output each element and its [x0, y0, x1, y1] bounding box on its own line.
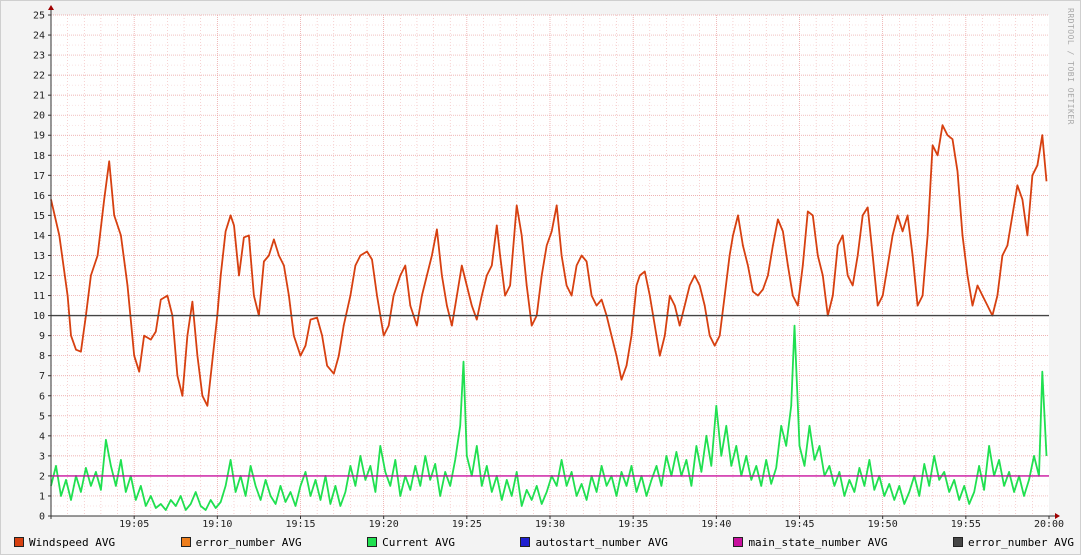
y-tick-label: 18: [33, 151, 45, 162]
y-tick-label: 21: [33, 91, 45, 102]
y-tick-label: 5: [39, 411, 45, 422]
y-tick-label: 0: [39, 512, 45, 523]
legend-label: Current AVG: [382, 535, 455, 549]
legend-swatch: [520, 537, 531, 547]
legend-label: autostart_number AVG: [535, 535, 668, 549]
tick-label-layer: 0123456789101112131415161718192021222324…: [33, 11, 1064, 531]
x-tick-label: 19:10: [202, 519, 232, 530]
y-tick-label: 14: [33, 231, 45, 242]
legend-swatch: [367, 537, 378, 547]
legend-label: error_number AVG: [195, 535, 302, 549]
y-tick-label: 17: [33, 171, 45, 182]
y-tick-label: 16: [33, 191, 45, 202]
legend-item-3: autostart_number AVG: [520, 535, 668, 549]
y-tick-label: 13: [33, 251, 45, 262]
legend-item-1: error_number AVG: [180, 535, 302, 549]
y-tick-label: 25: [33, 11, 45, 22]
y-tick-label: 6: [39, 391, 45, 402]
y-tick-label: 22: [33, 71, 45, 82]
y-tick-label: 20: [33, 111, 45, 122]
x-tick-label: 19:40: [701, 519, 731, 530]
x-tick-label: 19:30: [535, 519, 565, 530]
legend-swatch: [14, 537, 24, 547]
y-tick-label: 8: [39, 351, 45, 362]
x-tick-label: 19:45: [784, 519, 814, 530]
y-tick-label: 19: [33, 131, 45, 142]
y-axis-arrow-icon: [48, 5, 54, 10]
y-tick-label: 9: [39, 331, 45, 342]
y-tick-label: 15: [33, 211, 45, 222]
legend-item-0: Windspeed AVG: [14, 536, 115, 549]
y-tick-label: 11: [33, 291, 45, 302]
legend-label: main_state_number AVG: [748, 535, 888, 549]
legend-swatch: [180, 537, 191, 547]
x-tick-label: 19:50: [868, 519, 898, 530]
axis-layer: [48, 5, 1060, 519]
y-tick-label: 4: [39, 431, 45, 442]
legend-item-2: Current AVG: [367, 536, 455, 549]
legend-label: error_number AVG: [968, 535, 1074, 549]
legend-item-4: main_state_number AVG: [733, 535, 888, 549]
y-tick-label: 23: [33, 51, 45, 62]
series-line-2: [50, 324, 1048, 511]
x-tick-label: 19:20: [369, 519, 399, 530]
legend-label: Windspeed AVG: [29, 535, 116, 549]
y-tick-label: 1: [39, 491, 45, 502]
x-tick-label: 19:05: [119, 519, 149, 530]
y-tick-label: 2: [39, 471, 45, 482]
x-tick-label: 20:00: [1034, 519, 1064, 530]
x-axis-arrow-icon: [1055, 513, 1060, 519]
series-layer: [50, 124, 1049, 511]
y-tick-label: 7: [39, 371, 45, 382]
y-tick-label: 24: [33, 31, 45, 42]
chart-canvas: 0123456789101112131415161718192021222324…: [33, 5, 1064, 531]
y-tick-label: 3: [39, 451, 45, 462]
x-tick-label: 19:15: [285, 519, 315, 530]
rrdtool-watermark: RRDTOOL / TOBI OETIKER: [1066, 8, 1075, 125]
y-tick-label: 12: [33, 271, 45, 282]
legend-swatch: [733, 537, 744, 547]
y-tick-label: 10: [33, 311, 45, 322]
x-tick-label: 19:55: [951, 519, 981, 530]
legend-swatch: [953, 537, 964, 547]
legend: Windspeed AVG error_number AVG Current AVG…: [14, 534, 1074, 550]
legend-item-5: error_number AVG: [953, 536, 1074, 549]
x-tick-label: 19:25: [452, 519, 482, 530]
series-line-0: [50, 124, 1048, 407]
x-tick-label: 19:35: [618, 519, 648, 530]
